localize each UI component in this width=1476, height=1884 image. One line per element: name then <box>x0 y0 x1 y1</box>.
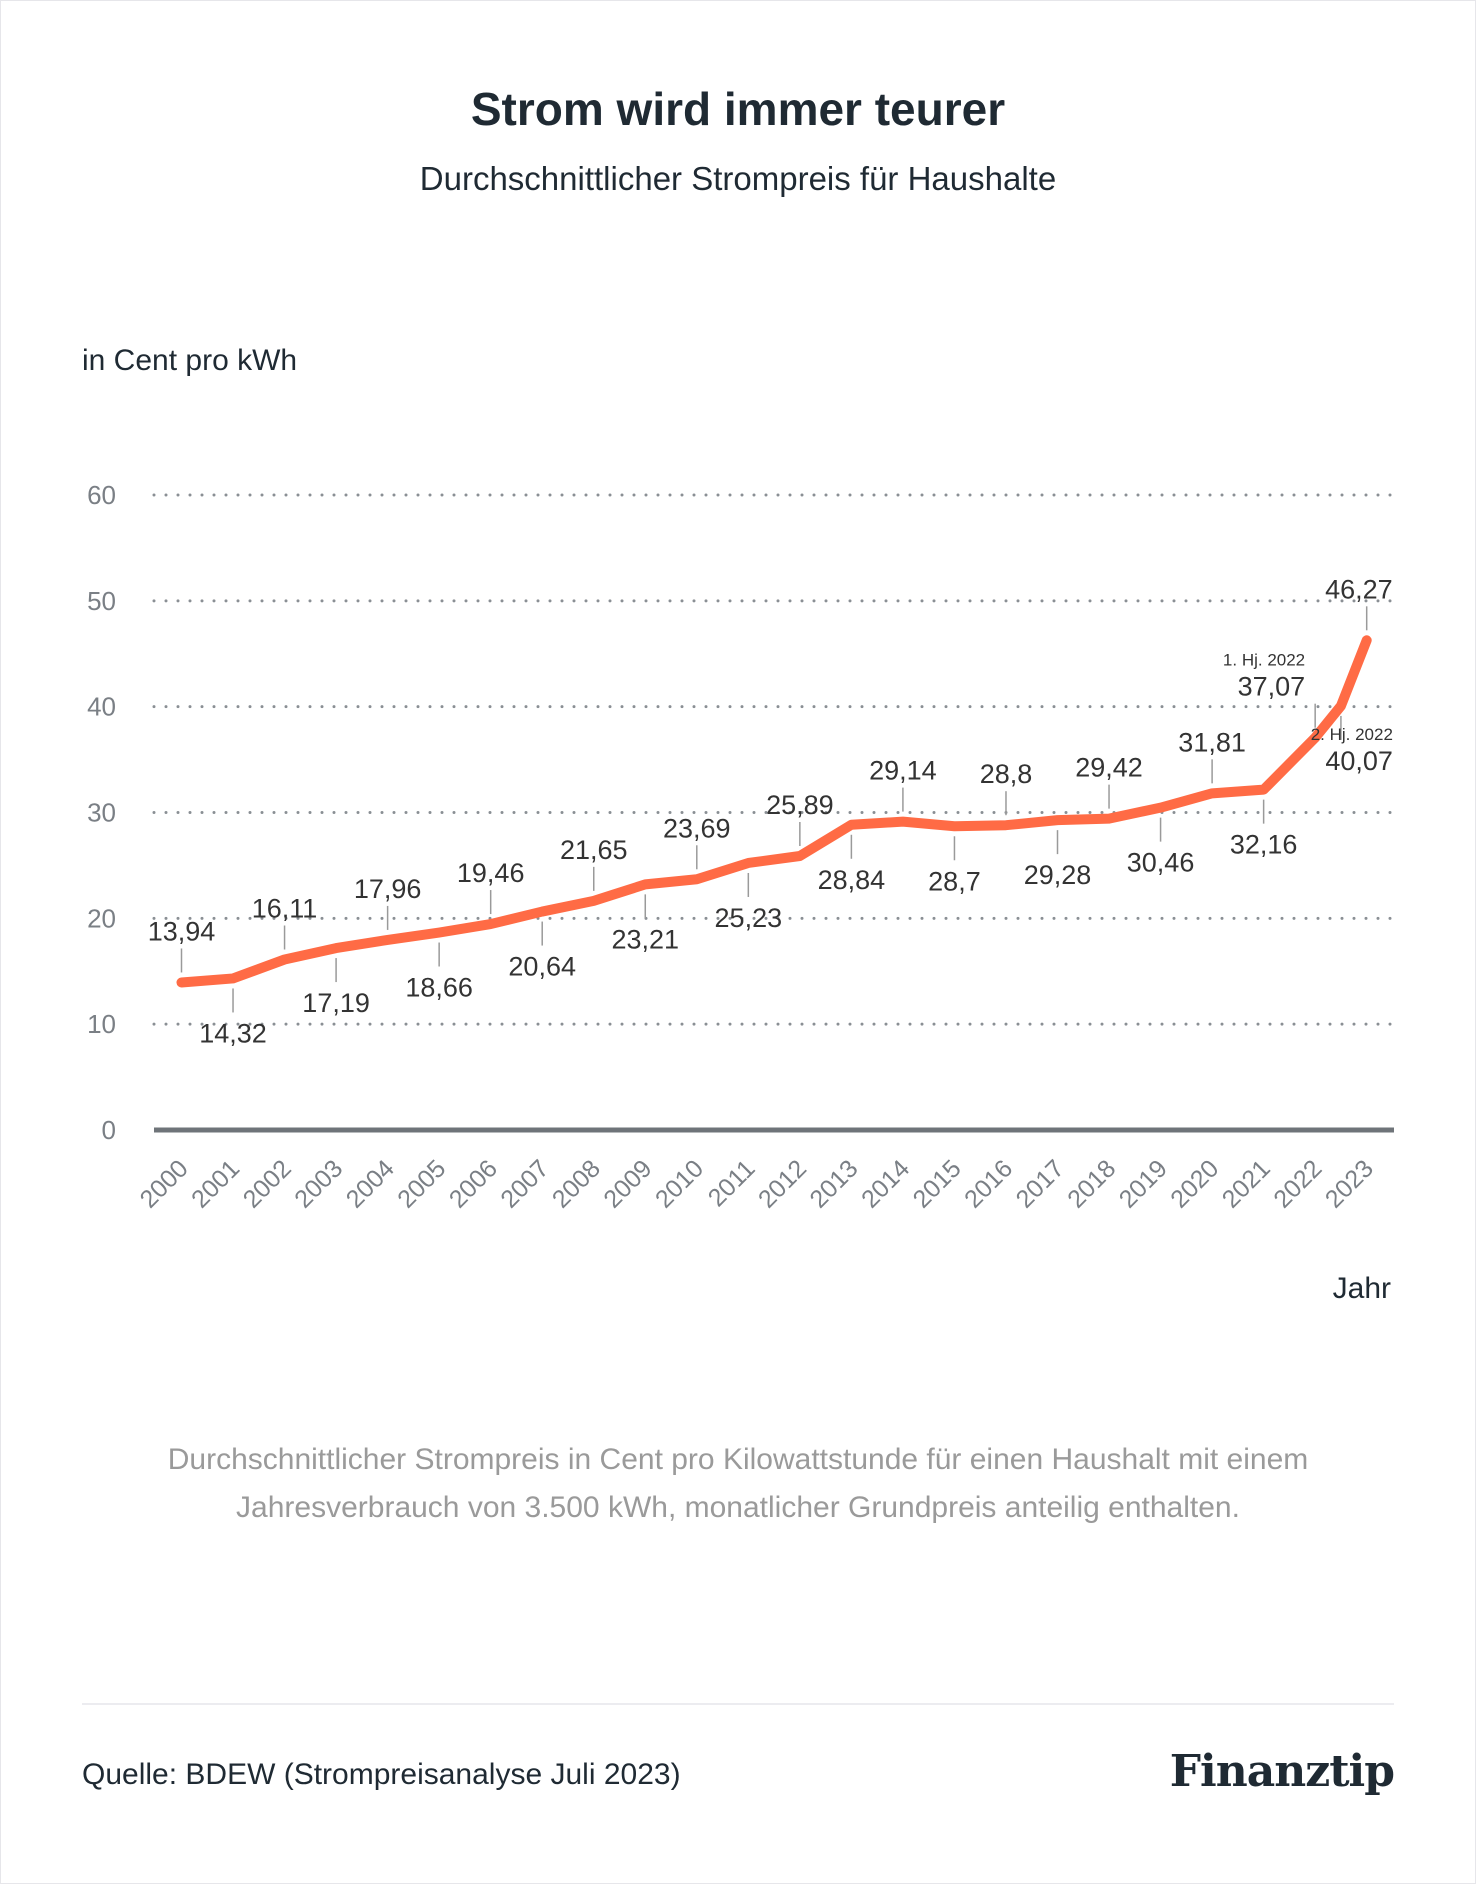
x-tick-label: 2018 <box>1062 1154 1121 1213</box>
data-point <box>1211 792 1214 795</box>
footer-divider <box>82 1703 1394 1705</box>
data-point <box>1339 704 1342 707</box>
chart-note: Durchschnittlicher Strompreis in Cent pr… <box>167 1443 1309 1524</box>
x-tick-label: 2013 <box>805 1154 864 1213</box>
data-label: 20,64 <box>508 952 576 982</box>
data-label: 46,27 <box>1325 574 1393 604</box>
data-point <box>953 825 956 828</box>
y-tick-label: 50 <box>87 586 116 616</box>
data-label: 31,81 <box>1178 727 1246 757</box>
x-tick-label: 2012 <box>753 1154 812 1213</box>
data-point <box>644 883 647 886</box>
y-tick-label: 40 <box>87 692 116 722</box>
x-tick-label: 2010 <box>650 1154 709 1213</box>
x-tick-label: 2023 <box>1320 1154 1379 1213</box>
data-label: 23,69 <box>663 813 731 843</box>
data-label: 23,21 <box>611 924 679 954</box>
x-tick-label: 2006 <box>444 1154 503 1213</box>
data-label: 28,7 <box>928 866 981 896</box>
x-tick-label: 2011 <box>703 1154 761 1212</box>
data-label: 32,16 <box>1230 830 1298 860</box>
data-point <box>1056 819 1059 822</box>
y-tick-label: 60 <box>87 480 116 510</box>
x-tick-label: 2009 <box>598 1154 657 1213</box>
data-label: 28,8 <box>980 759 1033 789</box>
data-point <box>1159 806 1162 809</box>
x-tick-label: 2005 <box>392 1154 451 1213</box>
x-tick-label: 2014 <box>856 1154 915 1213</box>
data-point <box>283 958 286 961</box>
data-label: 13,94 <box>148 916 216 946</box>
x-tick-label: 2019 <box>1114 1154 1173 1213</box>
finanztip-logo: Finanztip <box>1169 1746 1395 1797</box>
data-point <box>1262 788 1265 791</box>
data-label: 25,89 <box>766 790 834 820</box>
data-label: 19,46 <box>457 858 525 888</box>
data-point <box>541 910 544 913</box>
data-point <box>798 854 801 857</box>
x-axis-label: Jahr <box>1332 1272 1391 1305</box>
data-label: 17,96 <box>354 874 422 904</box>
data-point <box>1108 817 1111 820</box>
x-tick-label: 2016 <box>959 1154 1018 1213</box>
data-label: 30,46 <box>1127 848 1195 878</box>
chart-title: Strom wird immer teurer <box>470 83 1006 135</box>
x-tick-label: 2017 <box>1011 1154 1070 1213</box>
data-point <box>592 899 595 902</box>
y-tick-label: 0 <box>102 1115 116 1145</box>
data-point <box>1004 824 1007 827</box>
x-tick-label: 2000 <box>135 1154 194 1213</box>
data-point <box>489 923 492 926</box>
data-label: 28,84 <box>818 865 886 895</box>
data-label: 16,11 <box>252 894 318 924</box>
data-label: 25,23 <box>715 903 783 933</box>
data-point <box>747 861 750 864</box>
data-point <box>438 931 441 934</box>
data-annotation: 2. Hj. 2022 <box>1311 725 1393 744</box>
data-point <box>335 947 338 950</box>
y-axis-label: in Cent pro kWh <box>82 344 298 377</box>
chart-subtitle: Durchschnittlicher Strompreis für Hausha… <box>419 160 1057 197</box>
data-point <box>232 977 235 980</box>
y-tick-label: 10 <box>87 1009 116 1039</box>
data-point <box>695 878 698 881</box>
data-label: 29,14 <box>869 756 937 786</box>
data-label: 18,66 <box>405 973 473 1003</box>
data-point <box>1365 639 1368 642</box>
x-tick-label: 2001 <box>186 1154 245 1213</box>
data-label: 14,32 <box>199 1018 267 1048</box>
data-label: 21,65 <box>560 835 628 865</box>
data-annotation: 1. Hj. 2022 <box>1223 651 1305 670</box>
y-tick-label: 30 <box>87 798 116 828</box>
data-label: 29,42 <box>1075 753 1143 783</box>
source-text: Quelle: BDEW (Strompreisanalyse Juli 202… <box>82 1758 681 1791</box>
data-label: 37,07 <box>1238 672 1306 702</box>
x-tick-label: 2022 <box>1268 1154 1327 1213</box>
x-tick-label: 2008 <box>547 1154 606 1213</box>
data-label: 17,19 <box>302 988 370 1018</box>
data-point <box>180 981 183 984</box>
data-point <box>901 820 904 823</box>
y-tick-label: 20 <box>87 903 116 933</box>
x-tick-label: 2002 <box>238 1154 297 1213</box>
x-tick-label: 2021 <box>1217 1154 1276 1213</box>
x-tick-label: 2015 <box>908 1154 967 1213</box>
data-label: 29,28 <box>1024 860 1092 890</box>
data-point <box>386 938 389 941</box>
data-label: 40,07 <box>1325 746 1393 776</box>
data-point <box>850 823 853 826</box>
x-tick-label: 2007 <box>495 1154 554 1213</box>
data-point <box>1314 736 1317 739</box>
x-tick-label: 2003 <box>289 1154 348 1213</box>
x-tick-label: 2004 <box>341 1154 400 1213</box>
x-tick-label: 2020 <box>1165 1154 1224 1213</box>
